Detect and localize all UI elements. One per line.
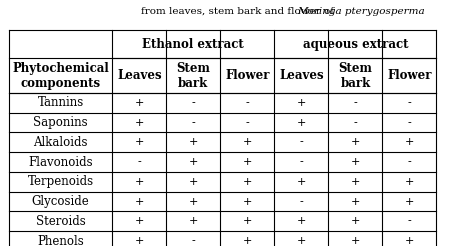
Text: +: + bbox=[405, 197, 414, 207]
Text: Flavonoids: Flavonoids bbox=[28, 156, 93, 169]
Text: Phytochemical
components: Phytochemical components bbox=[12, 62, 109, 90]
Text: +: + bbox=[243, 177, 252, 187]
Text: +: + bbox=[351, 157, 360, 167]
Text: -: - bbox=[408, 157, 411, 167]
Text: +: + bbox=[351, 197, 360, 207]
Text: +: + bbox=[189, 216, 198, 226]
Text: +: + bbox=[243, 137, 252, 147]
Text: +: + bbox=[243, 236, 252, 246]
Text: +: + bbox=[297, 177, 306, 187]
Text: -: - bbox=[191, 118, 195, 128]
Text: +: + bbox=[243, 216, 252, 226]
Text: Alkaloids: Alkaloids bbox=[33, 136, 88, 149]
Text: +: + bbox=[243, 197, 252, 207]
Text: +: + bbox=[243, 157, 252, 167]
Text: +: + bbox=[297, 98, 306, 108]
Text: +: + bbox=[297, 236, 306, 246]
Text: -: - bbox=[137, 157, 141, 167]
Text: +: + bbox=[351, 137, 360, 147]
Text: +: + bbox=[405, 236, 414, 246]
Text: +: + bbox=[135, 236, 144, 246]
Text: +: + bbox=[135, 177, 144, 187]
Text: Steroids: Steroids bbox=[36, 215, 85, 228]
Text: +: + bbox=[135, 137, 144, 147]
Text: -: - bbox=[191, 236, 195, 246]
Text: Leaves: Leaves bbox=[279, 69, 324, 82]
Text: +: + bbox=[351, 177, 360, 187]
Text: -: - bbox=[354, 98, 357, 108]
Text: Moringa pterygosperma: Moringa pterygosperma bbox=[297, 7, 425, 16]
Text: -: - bbox=[408, 98, 411, 108]
Text: Stem
bark: Stem bark bbox=[338, 62, 373, 90]
Text: -: - bbox=[191, 98, 195, 108]
Text: Glycoside: Glycoside bbox=[32, 195, 90, 208]
Text: +: + bbox=[135, 118, 144, 128]
Text: -: - bbox=[354, 118, 357, 128]
Text: +: + bbox=[351, 216, 360, 226]
Text: +: + bbox=[405, 177, 414, 187]
Text: -: - bbox=[300, 197, 303, 207]
Text: -: - bbox=[246, 98, 249, 108]
Text: +: + bbox=[297, 118, 306, 128]
Text: +: + bbox=[189, 157, 198, 167]
Text: +: + bbox=[351, 236, 360, 246]
Text: Flower: Flower bbox=[225, 69, 270, 82]
Text: Phenols: Phenols bbox=[37, 235, 84, 246]
Text: aqueous extract: aqueous extract bbox=[302, 38, 408, 51]
Text: Ethanol extract: Ethanol extract bbox=[143, 38, 244, 51]
Text: -: - bbox=[300, 137, 303, 147]
Text: +: + bbox=[135, 197, 144, 207]
Text: Terpenoids: Terpenoids bbox=[27, 175, 94, 188]
Text: +: + bbox=[189, 137, 198, 147]
Text: Leaves: Leaves bbox=[117, 69, 162, 82]
Text: -: - bbox=[408, 216, 411, 226]
Text: -: - bbox=[408, 118, 411, 128]
Text: -: - bbox=[300, 157, 303, 167]
Text: +: + bbox=[135, 216, 144, 226]
Text: Tannins: Tannins bbox=[37, 96, 84, 109]
Text: +: + bbox=[189, 197, 198, 207]
Text: Saponins: Saponins bbox=[33, 116, 88, 129]
Text: +: + bbox=[189, 177, 198, 187]
Text: -: - bbox=[246, 118, 249, 128]
Text: Flower: Flower bbox=[387, 69, 432, 82]
Text: Stem
bark: Stem bark bbox=[176, 62, 210, 90]
Text: +: + bbox=[297, 216, 306, 226]
Text: +: + bbox=[405, 137, 414, 147]
Text: from leaves, stem bark and flower of: from leaves, stem bark and flower of bbox=[141, 7, 337, 16]
Text: +: + bbox=[135, 98, 144, 108]
